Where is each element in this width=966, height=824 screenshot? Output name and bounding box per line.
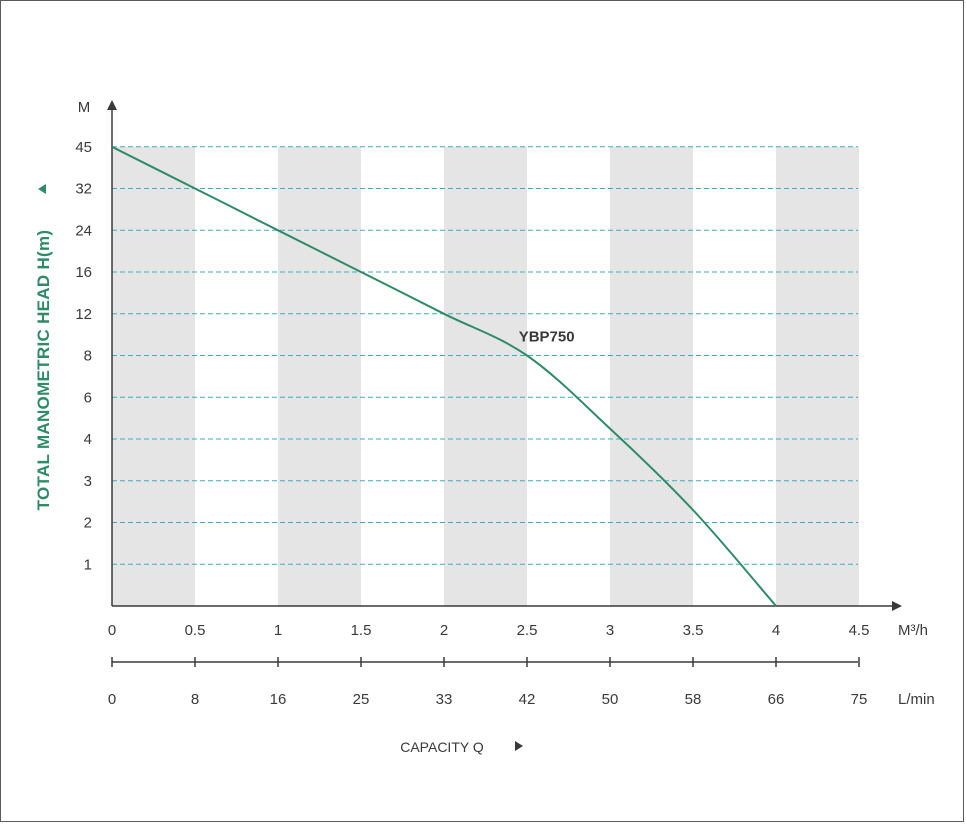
x-axis-arrow-icon: [892, 601, 902, 611]
series-label: YBP750: [519, 329, 575, 346]
x-axis-title: CAPACITY Q: [400, 739, 523, 755]
x-tick-label-lmin: 66: [768, 691, 785, 708]
x-tick-label-lmin: 42: [519, 691, 536, 708]
x-tick-label-lmin: 75: [851, 691, 868, 708]
x-tick-label-m3h: 2: [440, 622, 448, 639]
band: [610, 146, 693, 606]
x-tick-label-m3h: 4: [772, 622, 780, 639]
y-tick-label: 1: [84, 556, 92, 573]
y-tick-label: 6: [84, 389, 92, 406]
y-tick-label: 3: [84, 473, 92, 490]
x-tick-label-lmin: 8: [191, 691, 199, 708]
series-line: [111, 145, 777, 607]
y-axis-title-arrow-icon: [38, 184, 46, 194]
x-tick-label-m3h: 3: [606, 622, 614, 639]
background-bands: [112, 146, 859, 606]
y-unit-label: M: [78, 99, 91, 116]
y-tick-label: 32: [75, 181, 92, 198]
gridlines: [112, 146, 858, 565]
axes: [107, 100, 902, 667]
x-tick-labels-lmin: 0 8 16 25 33 42 50 58 66 75: [108, 691, 868, 708]
x-tick-label-lmin: 0: [108, 691, 116, 708]
band: [278, 146, 361, 606]
band: [444, 146, 527, 606]
x-axis-title-text: CAPACITY Q: [400, 739, 484, 755]
x-tick-label-lmin: 16: [270, 691, 287, 708]
y-tick-label: 12: [75, 306, 92, 323]
band: [776, 146, 859, 606]
x-tick-label-m3h: 1: [274, 622, 282, 639]
x-tick-label-lmin: 58: [685, 691, 702, 708]
x-tick-label-m3h: 2.5: [517, 622, 538, 639]
y-tick-label: 24: [75, 222, 92, 239]
x-tick-label-m3h: 0: [108, 622, 116, 639]
x-axis-title-arrow-icon: [515, 741, 523, 751]
x-tick-label-m3h: 4.5: [849, 622, 870, 639]
y-tick-label: 8: [84, 348, 92, 365]
x-tick-label-m3h: 1.5: [351, 622, 372, 639]
x-tick-label-m3h: 3.5: [683, 622, 704, 639]
series-layer: YBP750: [111, 145, 777, 607]
band: [112, 146, 195, 606]
y-tick-label: 45: [75, 139, 92, 156]
x-unit-label-m3h: M³/h: [898, 622, 928, 639]
y-tick-label: 16: [75, 264, 92, 281]
y-tick-label: 2: [84, 515, 92, 532]
y-axis-arrow-icon: [107, 100, 117, 110]
y-tick-label: 4: [84, 431, 92, 448]
y-axis-title-text: TOTAL MANOMETRIC HEAD H(m): [34, 230, 53, 511]
x-tick-label-lmin: 25: [353, 691, 370, 708]
x-tick-label-lmin: 50: [602, 691, 619, 708]
y-axis-title: TOTAL MANOMETRIC HEAD H(m): [34, 184, 53, 510]
x-unit-label-lmin: L/min: [898, 691, 935, 708]
x-tick-label-lmin: 33: [436, 691, 453, 708]
x-tick-label-m3h: 0.5: [185, 622, 206, 639]
x-tick-labels-m3h: 0 0.5 1 1.5 2 2.5 3 3.5 4 4.5: [108, 622, 870, 639]
